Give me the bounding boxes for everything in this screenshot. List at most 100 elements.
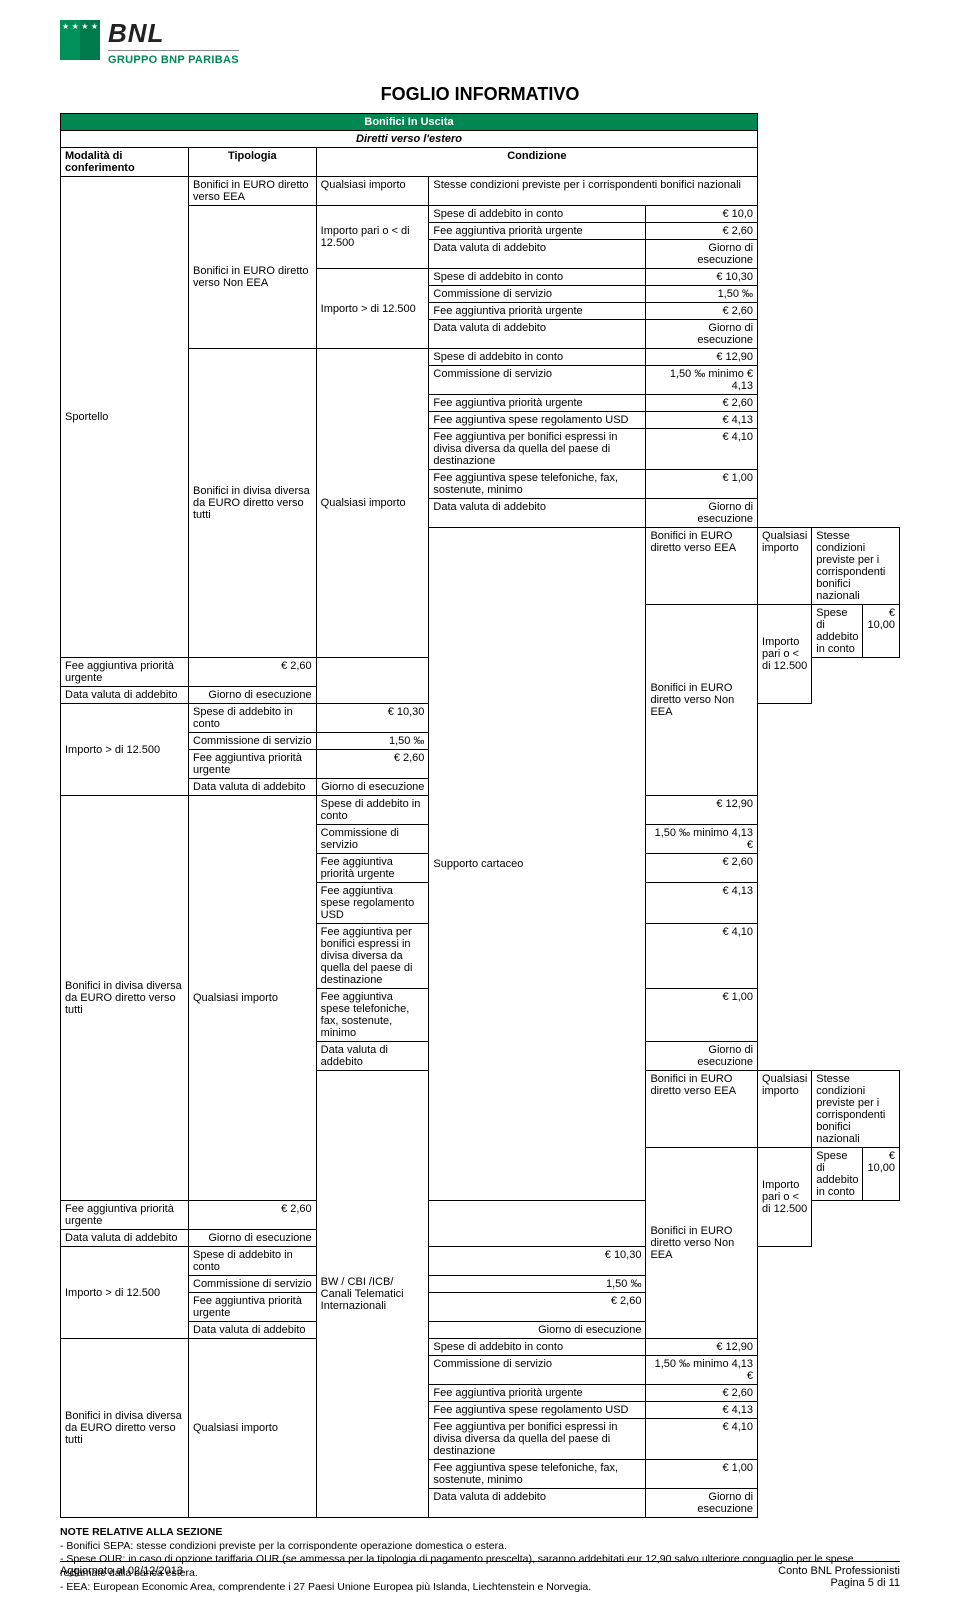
condition-value: Giorno di esecuzione: [646, 1042, 758, 1071]
condition-value: € 12,90: [646, 796, 758, 825]
importo-label: Qualsiasi importo: [189, 796, 317, 1201]
importo-label: Qualsiasi importo: [316, 177, 429, 206]
mode-sportello: Sportello: [61, 177, 189, 658]
condition-value: € 2,60: [189, 1201, 317, 1230]
condition-text: Spese di addebito in conto: [429, 349, 646, 366]
importo-label: Importo > di 12.500: [61, 704, 189, 796]
tipologia-divisa: Bonifici in divisa diversa da EURO diret…: [189, 349, 317, 658]
condition-value: Giorno di esecuzione: [646, 499, 758, 528]
condition-text: Fee aggiuntiva priorità urgente: [189, 1293, 317, 1322]
condition-value: 1,50 ‰: [429, 1276, 646, 1293]
condition-text: Fee aggiuntiva priorità urgente: [189, 750, 317, 779]
condition-text: Stesse condizioni previste per i corrisp…: [812, 528, 900, 605]
importo-label: Importo pari o < di 12.500: [758, 605, 812, 704]
section-subtitle: Diretti verso l'estero: [61, 131, 758, 148]
condition-value: 1,50 ‰ minimo 4,13 €: [646, 1356, 758, 1385]
importo-label: Importo pari o < di 12.500: [316, 206, 429, 269]
condition-value: € 2,60: [429, 1293, 646, 1322]
header-col2: Tipologia: [189, 148, 317, 177]
condition-value: € 2,60: [646, 303, 758, 320]
condition-text: Spese di addebito in conto: [812, 605, 863, 658]
header-col3: Condizione: [316, 148, 757, 177]
condition-value: € 2,60: [646, 1385, 758, 1402]
brand-logo: ★★★★ BNL GRUPPO BNP PARIBAS: [60, 20, 900, 66]
condition-value: € 10,30: [429, 1247, 646, 1276]
condition-text: Fee aggiuntiva spese regolamento USD: [429, 412, 646, 429]
condition-text: Spese di addebito in conto: [429, 1339, 646, 1356]
condition-text: Fee aggiuntiva priorità urgente: [61, 658, 189, 687]
condition-text: Data valuta di addebito: [429, 1489, 646, 1518]
condition-text: Stesse condizioni previste per i corrisp…: [812, 1071, 900, 1148]
condition-value: € 10,00: [863, 605, 900, 658]
importo-label: Qualsiasi importo: [189, 1339, 317, 1518]
condition-value: € 12,90: [646, 349, 758, 366]
condition-text: Fee aggiuntiva priorità urgente: [316, 854, 429, 883]
condition-text: Data valuta di addebito: [429, 499, 646, 528]
condition-text: Spese di addebito in conto: [316, 796, 429, 825]
condition-value: 1,50 ‰ minimo 4,13 €: [646, 825, 758, 854]
tipologia-divisa: Bonifici in divisa diversa da EURO diret…: [61, 796, 189, 1201]
footer-product: Conto BNL Professionisti: [778, 1565, 900, 1577]
condition-value: € 4,10: [646, 924, 758, 989]
mode-cartaceo: Supporto cartaceo: [429, 528, 646, 1201]
condition-text: Fee aggiuntiva priorità urgente: [61, 1201, 189, 1230]
footer-date: Aggiornato al 02/12/2013: [60, 1565, 183, 1589]
condition-text: Fee aggiuntiva spese telefoniche, fax, s…: [316, 989, 429, 1042]
condition-text: Data valuta di addebito: [189, 779, 317, 796]
condition-value: € 4,10: [646, 429, 758, 470]
importo-label: Qualsiasi importo: [758, 528, 812, 605]
condition-text: Fee aggiuntiva priorità urgente: [429, 1385, 646, 1402]
brand-name: BNL: [108, 20, 239, 46]
condition-text: Commissione di servizio: [316, 825, 429, 854]
condition-text: Fee aggiuntiva per bonifici espressi in …: [429, 1419, 646, 1460]
tipologia-eea: Bonifici in EURO diretto verso EEA: [646, 528, 758, 605]
condition-value: Giorno di esecuzione: [646, 240, 758, 269]
condition-text: Fee aggiuntiva priorità urgente: [429, 223, 646, 240]
condition-value: € 2,60: [189, 658, 317, 687]
importo-label: Importo > di 12.500: [316, 269, 429, 349]
condition-value: € 4,13: [646, 412, 758, 429]
condition-text: Commissione di servizio: [429, 366, 646, 395]
condition-value: Giorno di esecuzione: [646, 320, 758, 349]
page-footer: Aggiornato al 02/12/2013 Conto BNL Profe…: [60, 1561, 900, 1589]
condition-value: € 10,00: [863, 1148, 900, 1201]
condition-text: Spese di addebito in conto: [189, 1247, 317, 1276]
tipologia-noneea: Bonifici in EURO diretto verso Non EEA: [646, 1148, 758, 1339]
brand-subtitle: GRUPPO BNP PARIBAS: [108, 50, 239, 66]
condition-value: Giorno di esecuzione: [316, 779, 429, 796]
importo-label: Qualsiasi importo: [758, 1071, 812, 1148]
condition-text: Commissione di servizio: [189, 733, 317, 750]
condition-value: € 4,13: [646, 1402, 758, 1419]
tipologia-eea: Bonifici in EURO diretto verso EEA: [646, 1071, 758, 1148]
condition-text: Fee aggiuntiva per bonifici espressi in …: [429, 429, 646, 470]
condition-text: Data valuta di addebito: [189, 1322, 317, 1339]
condition-value: 1,50 ‰: [646, 286, 758, 303]
condition-value: 1,50 ‰ minimo € 4,13: [646, 366, 758, 395]
condition-value: € 2,60: [646, 854, 758, 883]
condition-text: Fee aggiuntiva priorità urgente: [429, 395, 646, 412]
condition-text: Fee aggiuntiva spese regolamento USD: [316, 883, 429, 924]
footer-page: Pagina 5 di 11: [778, 1577, 900, 1589]
condition-value: € 2,60: [646, 223, 758, 240]
condition-value: € 1,00: [646, 470, 758, 499]
condition-value: € 1,00: [646, 989, 758, 1042]
condition-value: € 4,10: [646, 1419, 758, 1460]
notes-title: NOTE RELATIVE ALLA SEZIONE: [60, 1526, 900, 1540]
condition-value: € 12,90: [646, 1339, 758, 1356]
condition-text: Commissione di servizio: [429, 1356, 646, 1385]
tipologia-divisa: Bonifici in divisa diversa da EURO diret…: [61, 1339, 189, 1518]
logo-mark: ★★★★: [60, 20, 100, 60]
condition-text: Data valuta di addebito: [61, 687, 189, 704]
condition-text: Fee aggiuntiva spese regolamento USD: [429, 1402, 646, 1419]
condition-text: Data valuta di addebito: [316, 1042, 429, 1071]
condition-text: Commissione di servizio: [429, 286, 646, 303]
condition-text: Fee aggiuntiva spese telefoniche, fax, s…: [429, 1460, 646, 1489]
condition-value: Giorno di esecuzione: [429, 1322, 646, 1339]
section-title: Bonifici In Uscita: [61, 114, 758, 131]
condition-value: 1,50 ‰: [316, 733, 429, 750]
condition-value: Giorno di esecuzione: [646, 1489, 758, 1518]
condition-text: Spese di addebito in conto: [429, 269, 646, 286]
condition-text: Spese di addebito in conto: [189, 704, 317, 733]
condition-value: € 2,60: [316, 750, 429, 779]
tipologia-noneea: Bonifici in EURO diretto verso Non EEA: [189, 206, 317, 349]
